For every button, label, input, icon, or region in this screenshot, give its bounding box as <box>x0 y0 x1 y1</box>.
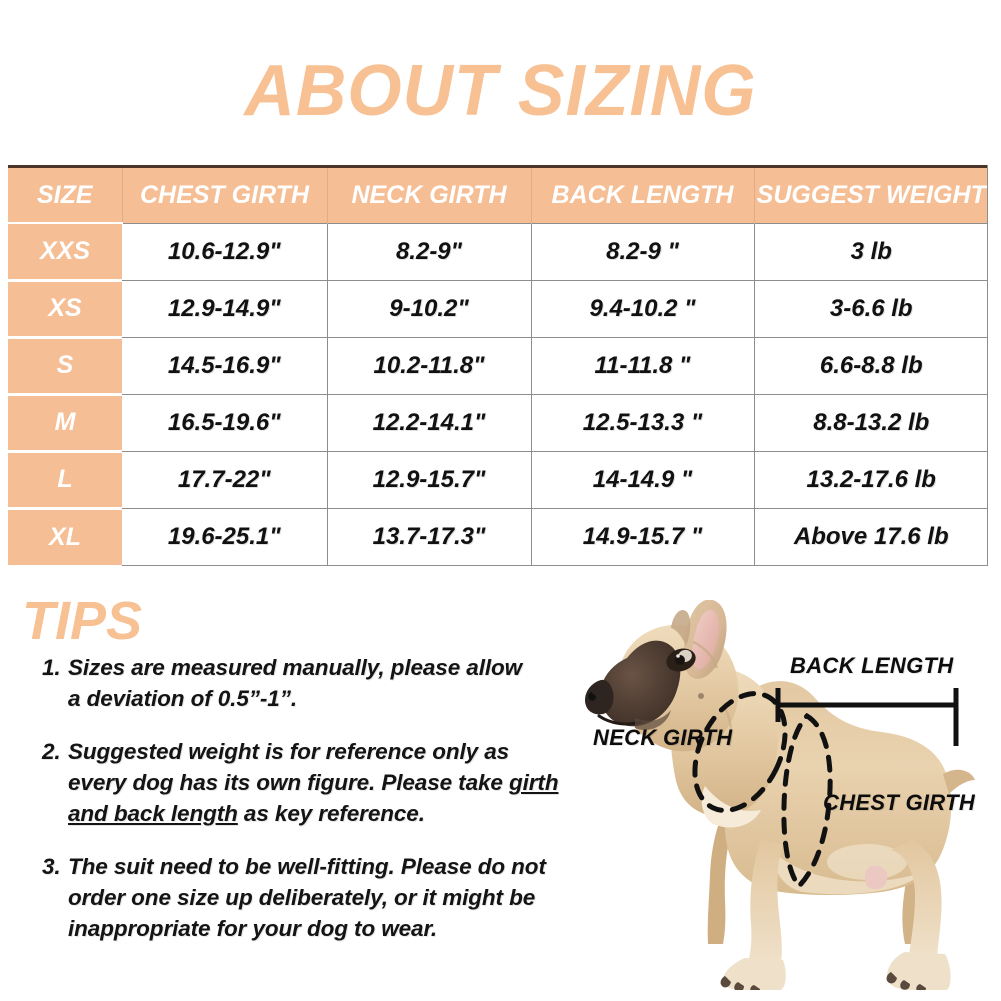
dog-neck-wrinkle <box>723 707 733 747</box>
cell-weight: 3-6.6 lb <box>754 279 988 337</box>
cell-chest: 14.5-16.9" <box>122 336 328 394</box>
table-row: M 16.5-19.6" 12.2-14.1" 12.5-13.3 " 8.8-… <box>8 392 988 451</box>
cell-weight: 13.2-17.6 lb <box>754 450 988 508</box>
tip-line: every dog has its own figure. Please tak… <box>42 767 587 798</box>
cell-size: S <box>8 335 122 394</box>
cell-chest: 12.9-14.9" <box>122 279 328 337</box>
tip-line: The suit need to be well-fitting. Please… <box>68 854 546 879</box>
tip-item-2: 2. Suggested weight is for reference only… <box>42 736 587 829</box>
cell-neck: 8.2-9" <box>327 222 532 280</box>
cell-back: 8.2-9 " <box>531 222 755 280</box>
cell-size: L <box>8 449 122 508</box>
dog-front-leg-near <box>748 840 783 962</box>
tip-line: order one size up deliberately, or it mi… <box>68 885 536 910</box>
table-row: S 14.5-16.9" 10.2-11.8" 11-11.8 " 6.6-8.… <box>8 335 988 394</box>
dog-hind-paw-nails <box>886 972 926 990</box>
table-row: L 17.7-22" 12.9-15.7" 14-14.9 " 13.2-17.… <box>8 449 988 508</box>
dog-hind-paw <box>887 952 951 990</box>
table-row: XS 12.9-14.9" 9-10.2" 9.4-10.2 " 3-6.6 l… <box>8 278 988 337</box>
cell-neck: 12.2-14.1" <box>327 393 532 451</box>
french-bulldog-figure <box>585 600 975 990</box>
page-title: ABOUT SIZING <box>244 51 757 131</box>
cell-size: XL <box>8 506 122 565</box>
tip-line: a deviation of 0.5”-1”. <box>68 686 298 711</box>
table-body: XXS 10.6-12.9" 8.2-9" 8.2-9 " 3 lb XS 12… <box>8 222 988 566</box>
dog-head-wrinkle <box>692 640 719 669</box>
table-right-border <box>987 165 988 565</box>
tip-emphasis-back-length: and back length <box>68 801 238 826</box>
cell-chest: 19.6-25.1" <box>122 507 328 566</box>
cell-neck: 12.9-15.7" <box>327 450 532 508</box>
dog-eye-glint <box>676 654 680 658</box>
cell-size: M <box>8 392 122 451</box>
dog-nose <box>585 679 614 715</box>
cell-neck: 9-10.2" <box>327 279 532 337</box>
cell-chest: 17.7-22" <box>122 450 328 508</box>
dog-front-leg-far <box>707 806 740 944</box>
cell-neck: 10.2-11.8" <box>327 336 532 394</box>
cell-back: 14-14.9 " <box>531 450 755 508</box>
table-header-row: SIZE CHEST GIRTH NECK GIRTH BACK LENGTH … <box>8 166 988 223</box>
column-header-chest-girth: CHEST GIRTH <box>122 166 328 223</box>
dog-belly-highlight <box>827 844 907 880</box>
cell-back: 14.9-15.7 " <box>531 507 755 566</box>
sizing-table: SIZE CHEST GIRTH NECK GIRTH BACK LENGTH … <box>8 165 988 566</box>
dog-front-paw-nails <box>720 976 760 990</box>
tip-number: 1. <box>42 655 61 680</box>
neck-girth-measure-loop <box>692 691 788 813</box>
cell-back: 9.4-10.2 " <box>531 279 755 337</box>
column-header-suggest-weight: SUGGEST WEIGHT <box>754 166 988 223</box>
cell-size: XS <box>8 278 122 337</box>
dog-chest-front <box>701 786 761 828</box>
tip-number: 2. <box>42 739 61 764</box>
column-header-neck-girth: NECK GIRTH <box>327 166 532 223</box>
tips-list: 1. Sizes are measured manually, please al… <box>42 652 587 966</box>
back-length-measure-bracket <box>775 688 959 746</box>
cell-back: 11-11.8 " <box>531 336 755 394</box>
tip-item-1: 1. Sizes are measured manually, please al… <box>42 652 587 714</box>
dog-illustration: BACK LENGTH NECK GIRTH CHEST GIRTH <box>575 600 1001 990</box>
table-row: XL 19.6-25.1" 13.7-17.3" 14.9-15.7 " Abo… <box>8 506 988 566</box>
cell-neck: 13.7-17.3" <box>327 507 532 566</box>
chest-girth-measure-loop <box>781 712 833 890</box>
dog-muzzle-mask <box>600 640 681 727</box>
tip-line: Sizes are measured manually, please allo… <box>68 655 523 680</box>
table-header: SIZE CHEST GIRTH NECK GIRTH BACK LENGTH … <box>8 166 988 223</box>
column-header-back-length: BACK LENGTH <box>531 166 755 223</box>
cell-weight: 3 lb <box>754 222 988 280</box>
tip-item-3: 3. The suit need to be well-fitting. Plea… <box>42 851 587 944</box>
dog-torso <box>724 681 952 895</box>
table-row: XXS 10.6-12.9" 8.2-9" 8.2-9 " 3 lb <box>8 222 988 280</box>
cell-weight: 8.8-13.2 lb <box>754 393 988 451</box>
dog-jowl <box>635 710 671 730</box>
tip-line: Suggested weight is for reference only a… <box>68 739 510 764</box>
tip-text: as key reference. <box>237 801 425 826</box>
cell-chest: 16.5-19.6" <box>122 393 328 451</box>
callout-neck-girth: NECK GIRTH <box>593 725 733 750</box>
dog-hind-leg-near <box>891 840 942 956</box>
tip-line: and back length as key reference. <box>42 798 587 829</box>
tip-number: 3. <box>42 854 61 879</box>
callout-chest-girth: CHEST GIRTH <box>823 790 976 815</box>
dog-ear-right <box>671 609 691 646</box>
dog-belly-mark <box>864 865 888 890</box>
cell-chest: 10.6-12.9" <box>122 222 328 280</box>
tips-heading: TIPS <box>22 591 143 651</box>
dog-whisker-spot <box>698 693 704 699</box>
column-header-size: SIZE <box>8 166 123 223</box>
tip-line: inappropriate for your dog to wear. <box>68 916 438 941</box>
dog-front-paw <box>722 958 786 990</box>
tip-emphasis-girth: girth <box>508 770 559 795</box>
dog-ear-inner <box>692 609 719 670</box>
cell-weight: Above 17.6 lb <box>754 507 988 566</box>
cell-weight: 6.6-8.8 lb <box>754 336 988 394</box>
cell-back: 12.5-13.3 " <box>531 393 755 451</box>
cell-size: XXS <box>8 222 122 280</box>
tip-text: every dog has its own figure. Please tak… <box>68 770 509 795</box>
dog-nostril <box>588 692 596 701</box>
dog-tail <box>943 769 975 794</box>
callout-back-length: BACK LENGTH <box>790 653 954 678</box>
